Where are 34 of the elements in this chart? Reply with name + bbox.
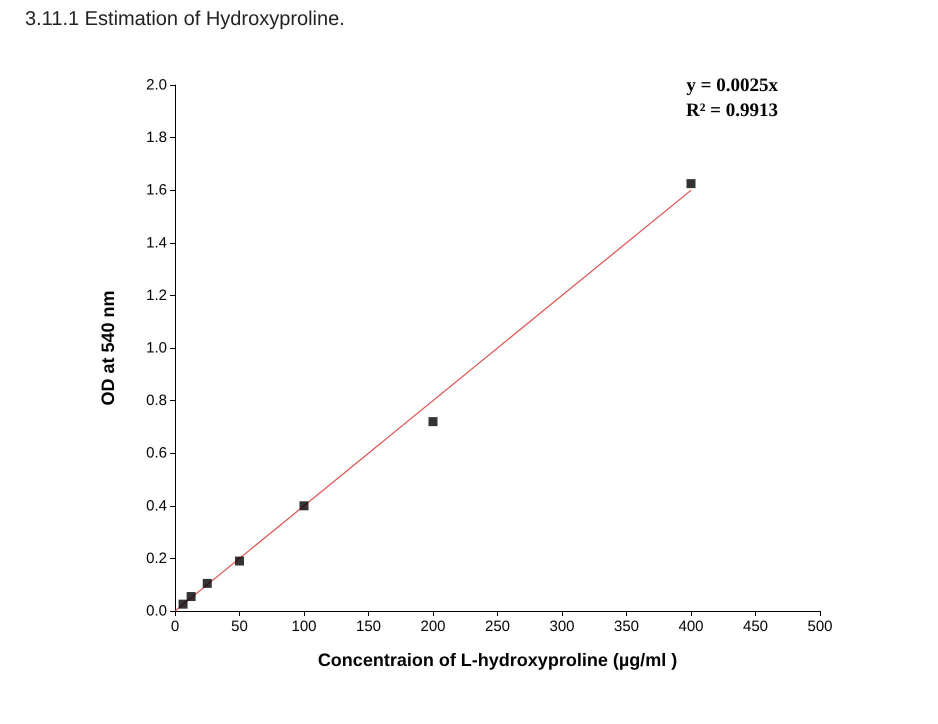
point: [178, 600, 188, 609]
x-tick-label: 450: [742, 618, 768, 635]
point: [186, 592, 196, 602]
point: [202, 578, 212, 588]
x-tick-label: 50: [231, 618, 248, 635]
y-tick-label: 2.0: [146, 76, 167, 94]
y-tick-label: 1.6: [146, 182, 167, 199]
x-tick-label: 150: [356, 618, 382, 635]
x-tick-label: 300: [549, 618, 575, 635]
y-tick-label: 1.2: [146, 286, 167, 304]
point: [686, 179, 696, 188]
point: [235, 556, 244, 566]
x-tick-label: 250: [484, 618, 510, 635]
y-tick-label: 1.8: [146, 129, 167, 146]
x-tick-label: 100: [291, 618, 317, 635]
point: [300, 501, 308, 510]
x-axis-title: Concentraion of L-hydroxyproline (µg/ml ): [318, 650, 678, 670]
y-tick-label: 0.0: [146, 602, 167, 620]
annotation: R² = 0.9913: [686, 100, 778, 121]
y-tick-label: 1.4: [146, 234, 167, 252]
chart-title: 3.11.1 Estimation of Hydroxyproline.: [25, 8, 345, 30]
y-axis-title: OD at 540 nm: [98, 290, 118, 406]
x-tick-label: 500: [807, 618, 833, 635]
annotation: y = 0.0025x: [686, 75, 778, 96]
x-tick-label: 200: [420, 618, 446, 635]
x-tick-label: 350: [614, 618, 640, 635]
y-tick-label: 1.0: [146, 340, 167, 356]
y-tick-label: 0.4: [146, 497, 167, 514]
x-tick-label: 400: [678, 618, 704, 635]
y-tick-label: 0.2: [146, 550, 167, 567]
x-tick-label: 0: [170, 618, 180, 635]
point: [428, 417, 438, 426]
y-tick-label: 0.8: [146, 392, 167, 410]
y-tick-label: 0.6: [146, 444, 167, 462]
